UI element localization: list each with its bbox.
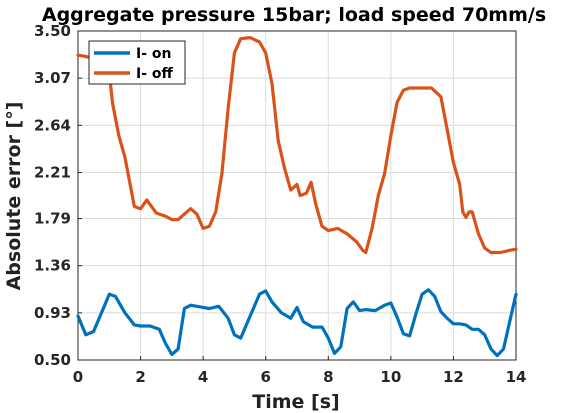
x-tick-label: 0 <box>73 368 83 386</box>
x-tick-label: 8 <box>323 368 333 386</box>
x-tick-label: 14 <box>506 368 527 386</box>
y-tick-label: 3.07 <box>34 69 71 87</box>
x-axis-label: Time [s] <box>252 391 339 413</box>
legend-label-i-on: I- on <box>136 46 171 62</box>
x-tick-label: 4 <box>198 368 208 386</box>
y-tick-label: 0.50 <box>34 351 71 369</box>
y-tick-label: 2.64 <box>34 116 71 134</box>
series-layer <box>76 36 518 358</box>
y-axis-label: Absolute error [°] <box>3 102 25 291</box>
series-line-i-off <box>76 36 518 255</box>
x-tick-label: 12 <box>443 368 464 386</box>
legend-box <box>88 40 186 85</box>
y-tick-label: 1.79 <box>34 210 71 228</box>
y-tick-label: 3.50 <box>34 22 71 40</box>
legend-label-i-off: I- off <box>136 66 174 82</box>
y-axis-ticks: 0.50 0.93 1.36 1.79 2.21 2.64 3.07 3.50 <box>34 22 82 369</box>
legend: I- on I- off <box>88 40 186 85</box>
x-tick-label: 6 <box>260 368 270 386</box>
grid-lines <box>77 30 517 361</box>
y-tick-label: 1.36 <box>34 257 71 275</box>
y-tick-label: 0.93 <box>34 304 71 322</box>
series-line-i-on <box>76 288 518 358</box>
x-axis-ticks: 0 2 4 6 8 10 12 14 <box>73 356 527 386</box>
y-tick-label: 2.21 <box>34 163 71 181</box>
chart-title: Aggregate pressure 15bar; load speed 70m… <box>42 4 546 26</box>
x-tick-label: 10 <box>380 368 401 386</box>
plot-frame <box>77 30 517 361</box>
x-tick-label: 2 <box>135 368 145 386</box>
